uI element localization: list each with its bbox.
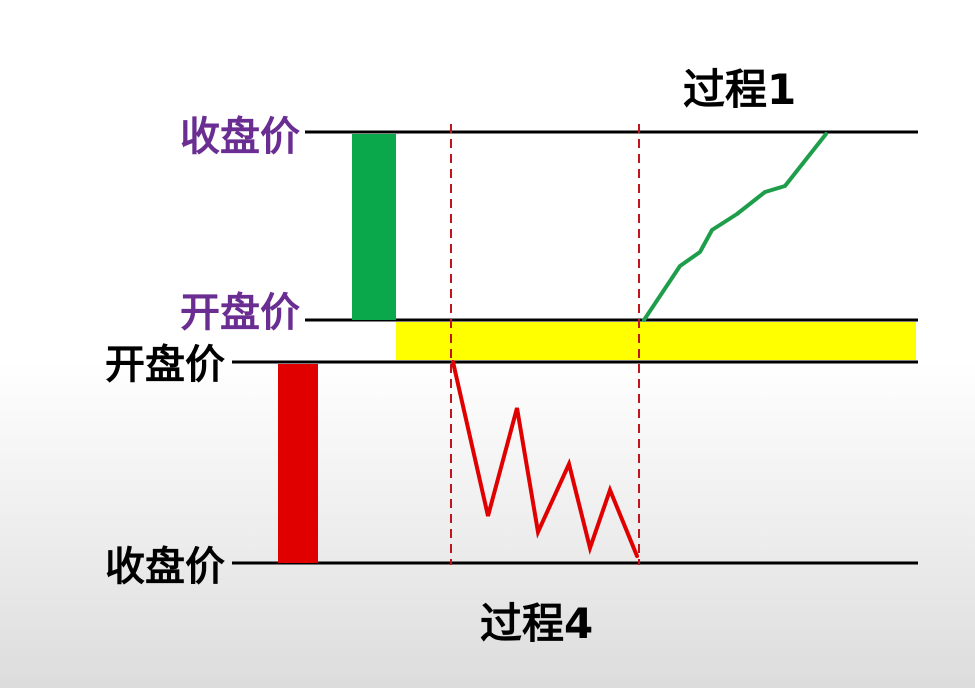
process-4-title: 过程4: [480, 599, 593, 648]
top-open-label: 开盘价: [180, 290, 300, 336]
red-candle-body: [278, 364, 318, 563]
gap-band: [396, 322, 916, 360]
green-candle-body: [352, 134, 396, 320]
top-close-label: 收盘价: [180, 114, 300, 160]
downward-price-path: [451, 360, 639, 558]
bottom-close-label: 收盘价: [105, 544, 225, 590]
bottom-open-label: 开盘价: [105, 342, 225, 388]
process-1-title: 过程1: [683, 65, 796, 114]
upward-price-path: [642, 132, 828, 322]
